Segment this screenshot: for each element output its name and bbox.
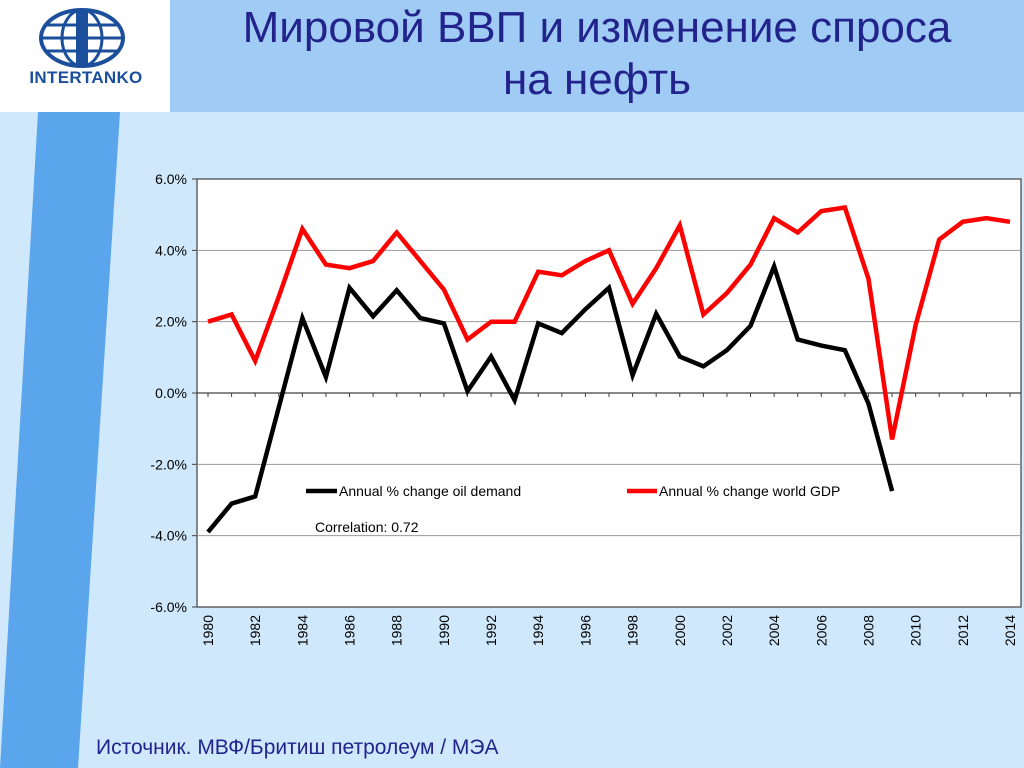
title-line-2: на нефть (502, 55, 692, 104)
y-tick-label: 6.0% (155, 171, 187, 187)
logo-panel: INTERTANKO (0, 0, 170, 112)
source-caption: Источник. МВФ/Бритиш петролеум / МЭА (96, 736, 499, 759)
y-tick-label: -2.0% (150, 456, 187, 472)
series-line-0 (206, 259, 895, 534)
x-tick-label: 2006 (813, 615, 829, 646)
y-tick-label: 4.0% (155, 242, 187, 258)
x-tick-label: 1988 (389, 615, 405, 646)
globe-logo-icon (39, 8, 125, 68)
x-tick-label: 2000 (672, 615, 688, 646)
y-tick-label: 0.0% (155, 385, 187, 401)
x-tick-label: 2002 (719, 615, 735, 646)
x-tick-label: 1994 (530, 615, 546, 646)
x-tick-label: 1986 (342, 615, 358, 646)
x-tick-label: 1990 (436, 615, 452, 646)
x-tick-label: 2012 (955, 615, 971, 646)
logo-wordmark: INTERTANKO (29, 68, 143, 87)
correlation-annotation: Correlation: 0.72 (315, 519, 419, 535)
title-band (170, 0, 1024, 112)
x-tick-label: 1998 (625, 615, 641, 646)
x-tick-label: 2014 (1002, 615, 1018, 646)
x-tick-label: 2008 (860, 615, 876, 646)
series-line-1 (207, 204, 1011, 440)
legend-label-1: Annual % change world GDP (659, 483, 840, 499)
title-line-1: Мировой ВВП и изменение спроса (242, 3, 952, 52)
x-tick-label: 1984 (294, 615, 310, 646)
y-tick-label: -6.0% (150, 599, 187, 615)
x-tick-label: 1996 (577, 615, 593, 646)
legend-label-0: Annual % change oil demand (339, 483, 521, 499)
x-tick-label: 1980 (200, 615, 216, 646)
x-tick-label: 1982 (247, 615, 263, 646)
x-tick-label: 1992 (483, 615, 499, 646)
x-tick-label: 2010 (908, 615, 924, 646)
y-tick-label: -4.0% (150, 528, 187, 544)
y-tick-label: 2.0% (155, 314, 187, 330)
left-decorative-stripe (0, 112, 120, 768)
x-tick-label: 2004 (766, 615, 782, 646)
slide-title: Мировой ВВП и изменение спроса на нефть (170, 2, 1024, 106)
